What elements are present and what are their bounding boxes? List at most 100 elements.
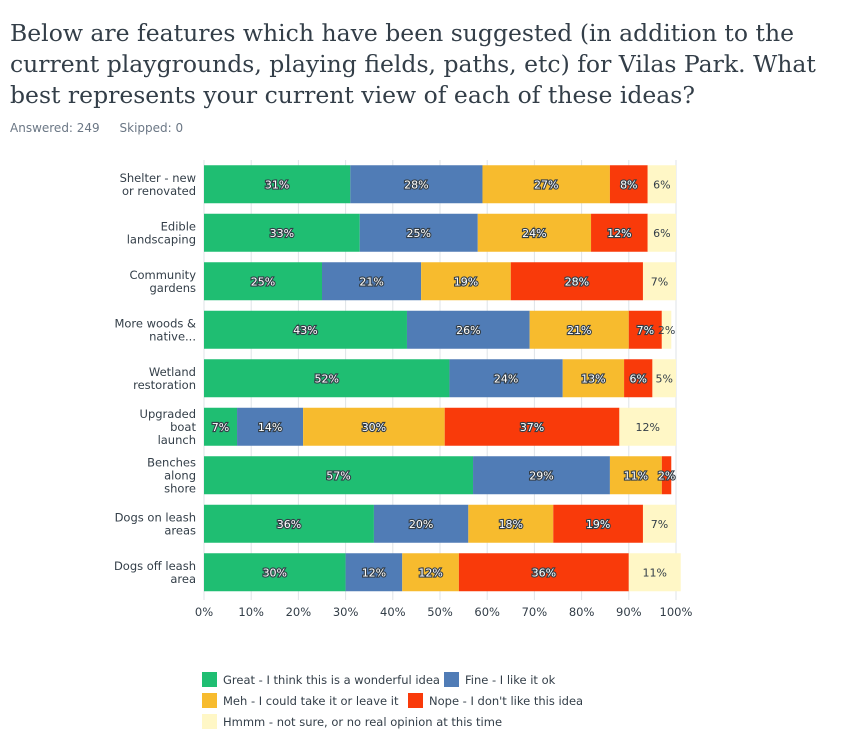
bar-segment (477, 213, 592, 252)
bars (204, 165, 681, 592)
data-label: 36% (277, 518, 301, 531)
category-label: Dogs off leash area (114, 559, 196, 586)
data-label: 2% (658, 324, 675, 337)
bar-segment (373, 504, 469, 543)
bar-segment (628, 553, 681, 592)
legend-label: Fine - I like it ok (465, 672, 556, 687)
bar-segment (609, 456, 662, 495)
bar-segment (661, 310, 672, 349)
bar-segment (652, 359, 676, 398)
legend-swatch (202, 672, 217, 687)
data-label: 52% (314, 372, 338, 385)
data-label: 28% (404, 178, 428, 191)
x-tick-label: 40% (380, 605, 406, 619)
x-tick-label: 90% (616, 605, 642, 619)
legend-label: Hmmm - not sure, or no real opinion at t… (223, 714, 503, 729)
bar-segment (444, 407, 620, 446)
legend-item: Meh - I could take it or leave it (202, 693, 398, 708)
bar-segment (421, 262, 511, 301)
data-labels: 31% 28% 27% 8% 6% 33% 25% 24% 12% 6% 25% 21% 19% 28% 7… (211, 177, 677, 580)
legend-swatch (444, 672, 459, 687)
data-label: 29% (529, 469, 553, 482)
bar-segment (473, 456, 610, 495)
bar-segment (204, 165, 351, 204)
legend-item: Fine - I like it ok (444, 672, 555, 687)
legend-swatch (408, 693, 423, 708)
bar-segment (591, 213, 648, 252)
data-label: 31% (265, 178, 289, 191)
data-label: 30% (263, 566, 287, 579)
data-label: 6% (653, 178, 670, 191)
data-label: 24% (494, 372, 518, 385)
x-tick-label: 70% (522, 605, 548, 619)
category-label: Community gardens (129, 268, 196, 295)
question-title: Below are features which have been sugge… (10, 19, 816, 109)
data-label: 33% (270, 227, 294, 240)
data-label: 36% (532, 566, 556, 579)
bar-segment (642, 504, 676, 543)
bar-segment (204, 456, 474, 495)
data-label: 37% (520, 421, 544, 434)
data-label: 26% (456, 324, 480, 337)
bar-segment (529, 310, 629, 349)
x-tick-label: 10% (238, 605, 264, 619)
data-label: 19% (454, 275, 478, 288)
data-label: 25% (407, 227, 431, 240)
x-tick-label: 30% (333, 605, 359, 619)
data-label: 2% (658, 469, 675, 482)
category-label: Wetland restoration (133, 365, 196, 392)
bar-segment (647, 165, 676, 204)
data-label: 7% (651, 275, 668, 288)
data-label: 25% (251, 275, 275, 288)
stacked-bar-chart: 31% 28% 27% 8% 6% 33% 25% 24% 12% 6% 25% 21% 19% 28% 7… (114, 160, 693, 619)
bar-segment (204, 407, 238, 446)
bar-segment (482, 165, 610, 204)
bar-segment (402, 553, 459, 592)
bar-segment (619, 407, 676, 446)
legend-label: Great - I think this is a wonderful idea (223, 672, 440, 687)
response-counts: Answered: 249 Skipped: 0 (10, 121, 199, 135)
bar-segment (204, 504, 374, 543)
data-label: 5% (655, 372, 672, 385)
bar-segment (647, 213, 676, 252)
bar-segment (458, 553, 629, 592)
data-label: 7% (637, 324, 654, 337)
bar-segment (322, 262, 422, 301)
data-label: 28% (565, 275, 589, 288)
data-label: 12% (635, 421, 659, 434)
data-label: 13% (581, 372, 605, 385)
bar-segment (553, 504, 643, 543)
x-tick-label: 0% (195, 605, 213, 619)
data-label: 11% (643, 566, 667, 579)
data-label: 11% (624, 469, 648, 482)
bar-segment (628, 310, 662, 349)
data-label: 6% (630, 372, 647, 385)
x-tick-label: 80% (569, 605, 595, 619)
legend-item: Nope - I don't like this idea (408, 693, 583, 708)
data-label: 18% (499, 518, 523, 531)
data-label: 21% (359, 275, 383, 288)
bar-segment (449, 359, 563, 398)
category-label: Benches along shore (147, 455, 196, 495)
x-tick-label: 20% (286, 605, 312, 619)
x-tick-label: 50% (427, 605, 453, 619)
data-label: 8% (620, 178, 637, 191)
legend-item: Great - I think this is a wonderful idea (202, 672, 440, 687)
bar-segment (204, 262, 322, 301)
data-label: 21% (567, 324, 591, 337)
legend-label: Nope - I don't like this idea (429, 693, 584, 708)
x-axis-ticks: 0% 10% 20% 30% 40% 50% 60% 70% 80% 90% 100% (195, 605, 693, 619)
bar-segment (624, 359, 653, 398)
bar-segment (345, 553, 403, 592)
x-tick-label: 60% (474, 605, 500, 619)
bar-segment (642, 262, 676, 301)
bar-segment (359, 213, 478, 252)
legend-swatch (202, 714, 217, 729)
bar-segment (609, 165, 648, 204)
bar-segment (406, 310, 530, 349)
answered-count: Answered: 249 (10, 121, 100, 135)
category-label: Shelter - new or renovated (120, 171, 196, 198)
bar-segment (204, 213, 360, 252)
data-label: 7% (212, 421, 229, 434)
data-label: 43% (293, 324, 317, 337)
